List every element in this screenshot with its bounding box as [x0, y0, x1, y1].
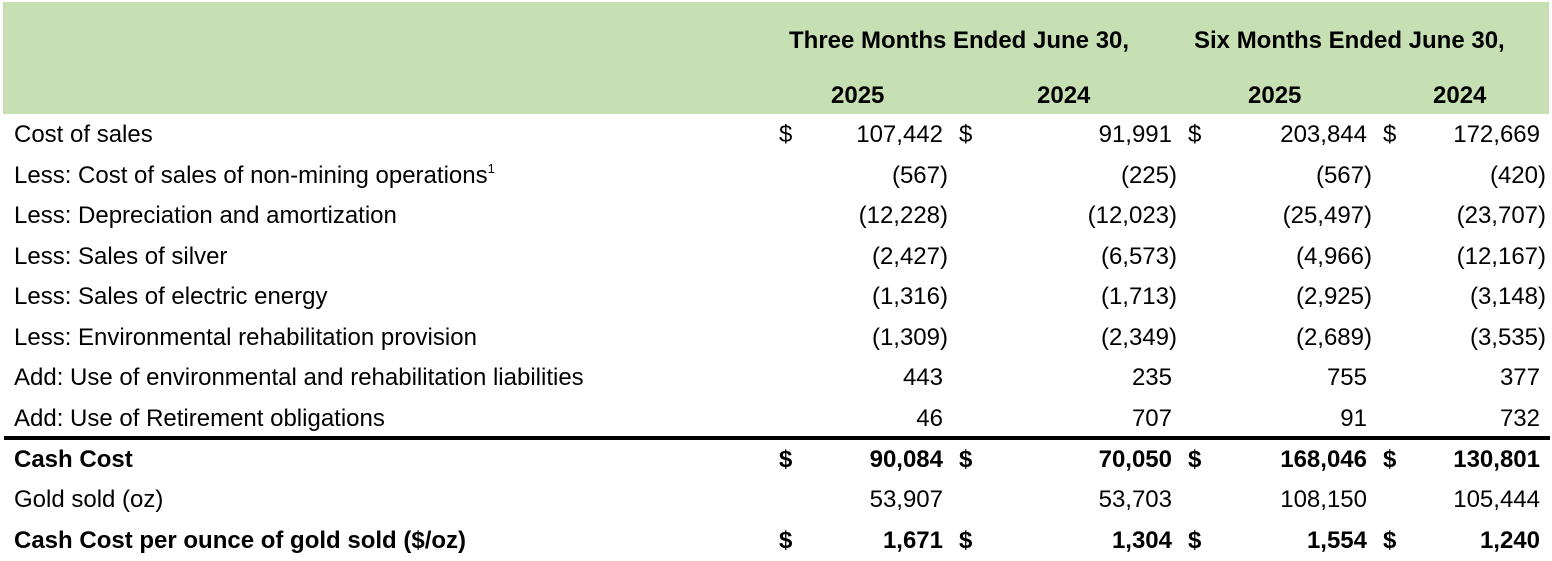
header-year-q-2024: 2024	[1037, 82, 1091, 109]
value-cell: 91	[1340, 405, 1367, 432]
header-three-months: Three Months Ended June 30,	[789, 27, 1130, 54]
value-cell: 1,554	[1306, 527, 1367, 554]
value-cell: 168,046	[1280, 446, 1367, 473]
value-cell: (6,573)	[1100, 243, 1177, 270]
value-cell: 172,669	[1453, 121, 1540, 148]
table-row: Gold sold (oz) 53,907 53,703 108,150 105,444	[0, 480, 1552, 520]
value-cell: 70,050	[1098, 446, 1172, 473]
value-cell: 108,150	[1280, 486, 1367, 513]
value-cell: (12,167)	[1456, 243, 1546, 270]
table-row: Less: Sales of electric energy (1,316) (1,…	[0, 277, 1552, 317]
currency-symbol: $	[1383, 446, 1397, 473]
table-row: Less: Depreciation and amortization (12,2…	[0, 196, 1552, 236]
table-row: Less: Sales of silver (2,427) (6,573) (4,96…	[0, 237, 1552, 277]
value-cell: (2,925)	[1295, 283, 1372, 310]
row-label: Gold sold (oz)	[14, 486, 164, 513]
table-row: Cash Cost per ounce of gold sold ($/oz) $…	[0, 521, 1552, 561]
value-cell: (1,316)	[871, 283, 948, 310]
value-cell: 235	[1131, 364, 1172, 391]
value-cell: 130,801	[1453, 446, 1540, 473]
currency-symbol: $	[959, 121, 973, 148]
footnote-marker: 1	[487, 161, 495, 176]
value-cell: 443	[902, 364, 943, 391]
row-label: Less: Sales of silver	[14, 243, 228, 270]
value-cell: 755	[1326, 364, 1367, 391]
value-cell: (420)	[1489, 162, 1546, 189]
table-row: Add: Use of environmental and rehabilita…	[0, 358, 1552, 398]
value-cell: (12,023)	[1087, 202, 1177, 229]
table-row: Add: Use of Retirement obligations 46 707 9…	[0, 399, 1552, 439]
table-row: Less: Cost of sales of non-mining operat…	[0, 156, 1552, 196]
value-cell: 105,444	[1453, 486, 1540, 513]
value-cell: 1,304	[1111, 527, 1172, 554]
currency-symbol: $	[779, 527, 793, 554]
value-cell: 46	[916, 405, 943, 432]
row-label: Cash Cost per ounce of gold sold ($/oz)	[14, 527, 467, 554]
row-label: Less: Cost of sales of non-mining operat…	[14, 161, 495, 189]
table-row: Cost of sales $107,442 $91,991 $203,844 $172…	[0, 115, 1552, 155]
currency-symbol: $	[1188, 527, 1202, 554]
value-cell: 53,907	[869, 486, 943, 513]
value-cell: 107,442	[856, 121, 943, 148]
total-rule	[4, 436, 1550, 440]
header-year-q-2025: 2025	[831, 82, 885, 109]
currency-symbol: $	[779, 121, 793, 148]
row-label: Less: Environmental rehabilitation provi…	[14, 324, 477, 351]
value-cell: (225)	[1120, 162, 1177, 189]
value-cell: (25,497)	[1282, 202, 1372, 229]
header-year-ytd-2024: 2024	[1433, 82, 1487, 109]
value-cell: (3,535)	[1469, 324, 1546, 351]
row-label: Cost of sales	[14, 121, 153, 148]
value-cell: (1,309)	[871, 324, 948, 351]
value-cell: (2,349)	[1100, 324, 1177, 351]
value-cell: 53,703	[1098, 486, 1172, 513]
value-cell: (23,707)	[1456, 202, 1546, 229]
currency-symbol: $	[959, 446, 973, 473]
currency-symbol: $	[1383, 527, 1397, 554]
value-cell: (12,228)	[858, 202, 948, 229]
value-cell: (567)	[1315, 162, 1372, 189]
value-cell: 732	[1499, 405, 1540, 432]
value-cell: 90,084	[869, 446, 943, 473]
value-cell: 377	[1499, 364, 1540, 391]
table-header-band	[3, 2, 1549, 114]
row-label: Less: Sales of electric energy	[14, 283, 328, 310]
value-cell: 91,991	[1098, 121, 1172, 148]
value-cell: (2,427)	[871, 243, 948, 270]
currency-symbol: $	[1188, 446, 1202, 473]
value-cell: (2,689)	[1295, 324, 1372, 351]
value-cell: (567)	[891, 162, 948, 189]
row-label: Add: Use of Retirement obligations	[14, 405, 385, 432]
currency-symbol: $	[779, 446, 793, 473]
value-cell: 707	[1131, 405, 1172, 432]
row-label: Cash Cost	[14, 446, 133, 473]
value-cell: 203,844	[1280, 121, 1367, 148]
value-cell: (1,713)	[1100, 283, 1177, 310]
table-row: Less: Environmental rehabilitation provi…	[0, 318, 1552, 358]
header-year-ytd-2025: 2025	[1248, 82, 1302, 109]
row-label: Add: Use of environmental and rehabilita…	[14, 364, 584, 391]
currency-symbol: $	[1383, 121, 1397, 148]
header-six-months: Six Months Ended June 30,	[1194, 27, 1505, 54]
row-label: Less: Depreciation and amortization	[14, 202, 397, 229]
table-row: Cash Cost $90,084 $70,050 $168,046 $130,801	[0, 440, 1552, 480]
currency-symbol: $	[1188, 121, 1202, 148]
currency-symbol: $	[959, 527, 973, 554]
value-cell: (3,148)	[1469, 283, 1546, 310]
value-cell: 1,671	[882, 527, 943, 554]
value-cell: 1,240	[1479, 527, 1540, 554]
value-cell: (4,966)	[1295, 243, 1372, 270]
